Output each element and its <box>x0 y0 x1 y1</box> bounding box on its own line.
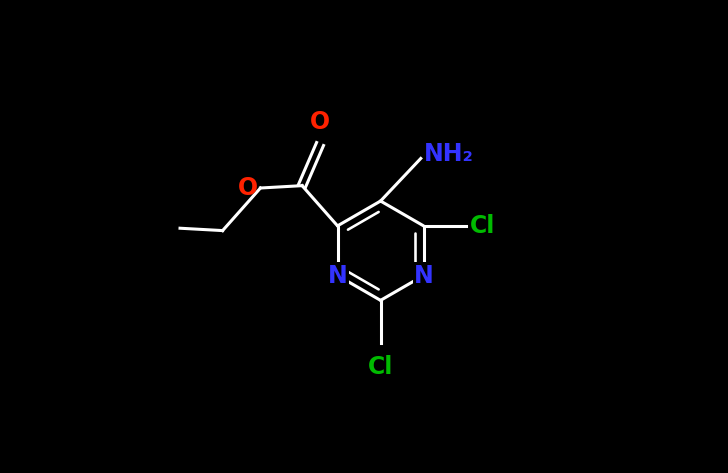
Text: N: N <box>328 263 347 288</box>
Text: O: O <box>237 176 258 200</box>
Text: Cl: Cl <box>368 355 393 379</box>
Text: N: N <box>414 263 433 288</box>
Text: NH₂: NH₂ <box>424 142 473 166</box>
Text: Cl: Cl <box>470 214 495 238</box>
Text: O: O <box>310 110 330 134</box>
